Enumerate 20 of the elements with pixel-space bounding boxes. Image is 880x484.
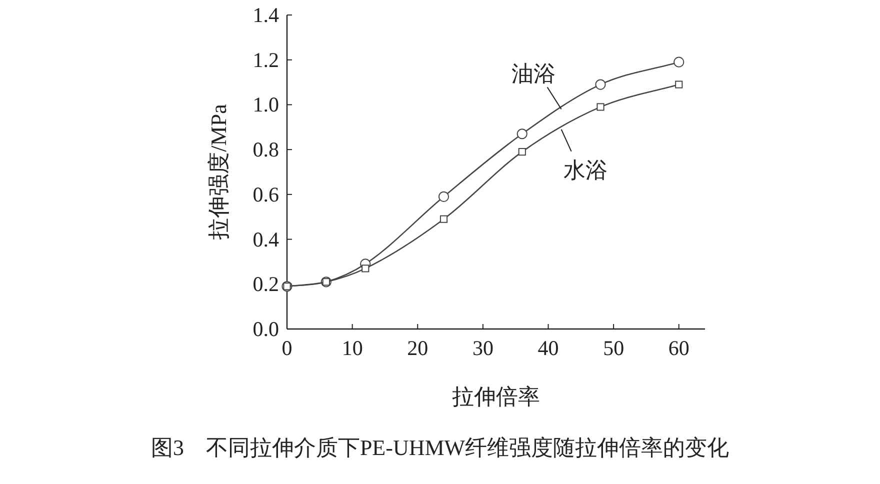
x-axis-title: 拉伸倍率	[452, 384, 540, 409]
caption: 图3 不同拉伸介质下PE-UHMW纤维强度随拉伸倍率的变化	[150, 435, 730, 460]
x-tick-label: 10	[342, 336, 363, 360]
x-tick-label: 50	[603, 336, 624, 360]
y-tick-label: 0.0	[252, 317, 279, 341]
y-tick-label: 0.8	[252, 138, 279, 162]
y-tick-label: 0.2	[252, 272, 279, 296]
y-tick-label: 1.0	[252, 92, 279, 117]
y-tick-label: 0.4	[252, 227, 280, 252]
x-tick-label: 30	[472, 336, 494, 360]
series-label: 油浴	[511, 61, 556, 86]
x-tick-label: 20	[407, 336, 428, 360]
x-tick-label: 0	[282, 336, 292, 360]
x-tick-label: 40	[538, 336, 559, 360]
series-label: 水浴	[563, 157, 608, 182]
y-axis-title: 拉伸强度/MPa	[206, 104, 231, 240]
x-tick-label: 60	[668, 336, 690, 360]
y-tick-label: 0.6	[252, 182, 279, 206]
y-tick-label: 1.4	[252, 3, 280, 27]
y-tick-label: 1.2	[252, 48, 279, 72]
